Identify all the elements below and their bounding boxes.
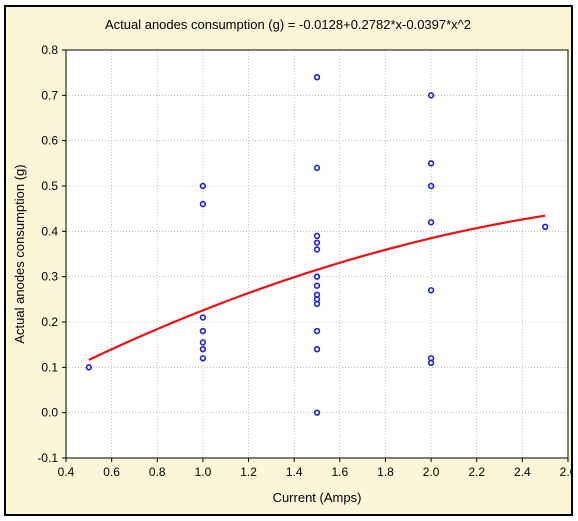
y-tick-label: 0.8 <box>41 43 58 57</box>
data-point <box>313 346 321 353</box>
x-tick-label: 2.6 <box>560 465 571 479</box>
data-point <box>199 182 207 190</box>
data-point <box>541 223 549 231</box>
y-tick-label: -0.1 <box>37 451 58 465</box>
data-point <box>199 346 207 353</box>
x-tick-label: 2.4 <box>514 465 531 479</box>
data-point <box>199 339 207 346</box>
data-point <box>199 355 207 362</box>
data-point <box>427 92 435 99</box>
data-point <box>199 314 207 321</box>
y-tick-label: 0.6 <box>41 134 58 148</box>
data-point <box>313 409 321 416</box>
x-tick-label: 1.4 <box>286 465 303 479</box>
x-tick-label: 0.4 <box>58 465 75 479</box>
x-tick-label: 1.0 <box>195 465 212 479</box>
x-tick-label: 1.8 <box>377 465 394 479</box>
plot-border <box>65 49 569 459</box>
x-tick-label: 2.0 <box>423 465 440 479</box>
data-point <box>427 287 435 294</box>
y-tick-label: 0.3 <box>41 270 58 284</box>
x-axis-ticks: 0.4 0.6 0.8 1.0 1.2 1.4 1.6 1.8 2.0 2.2 2.4 2.6 <box>58 458 571 479</box>
data-point <box>313 232 321 240</box>
x-tick-label: 1.2 <box>240 465 257 479</box>
chart-frame: Actual anodes consumption (g) = -0.0128+… <box>4 5 573 516</box>
y-axis-ticks: -0.1 0.0 0.1 0.2 0.3 0.4 0.5 0.6 0.7 0.8 <box>37 43 66 465</box>
data-point <box>313 246 321 253</box>
data-point <box>313 282 321 289</box>
data-point <box>313 164 321 172</box>
y-tick-label: 0.5 <box>41 179 58 193</box>
data-point <box>313 239 321 246</box>
data-point <box>427 182 435 190</box>
y-tick-label: 0.2 <box>41 315 58 329</box>
data-point <box>199 200 207 208</box>
y-tick-label: 0.4 <box>41 224 58 238</box>
fit-curve <box>88 214 546 361</box>
x-tick-label: 2.2 <box>468 465 485 479</box>
data-point <box>313 73 321 81</box>
x-tick-label: 0.6 <box>103 465 120 479</box>
data-point <box>427 160 435 167</box>
x-axis-label: Current (Amps) <box>273 490 362 505</box>
data-point <box>313 273 321 280</box>
scatter-plot: Actual anodes consumption (g) = -0.0128+… <box>12 17 571 505</box>
y-tick-label: 0.7 <box>41 88 58 102</box>
y-axis-label: Actual anodes consumption (g) <box>12 164 27 343</box>
fit-curve-layer <box>88 214 546 361</box>
x-tick-label: 0.8 <box>149 465 166 479</box>
data-point <box>427 219 435 226</box>
grid <box>65 49 569 459</box>
y-tick-label: 0.1 <box>41 360 58 374</box>
data-point <box>427 359 435 366</box>
data-point <box>313 300 321 308</box>
chart-title: Actual anodes consumption (g) = -0.0128+… <box>105 17 471 32</box>
data-points <box>85 73 549 416</box>
data-point <box>199 327 207 335</box>
data-point <box>85 364 93 371</box>
data-point <box>313 327 321 335</box>
y-tick-label: 0.0 <box>41 406 58 420</box>
x-tick-label: 1.6 <box>331 465 348 479</box>
plot-background <box>66 50 568 458</box>
